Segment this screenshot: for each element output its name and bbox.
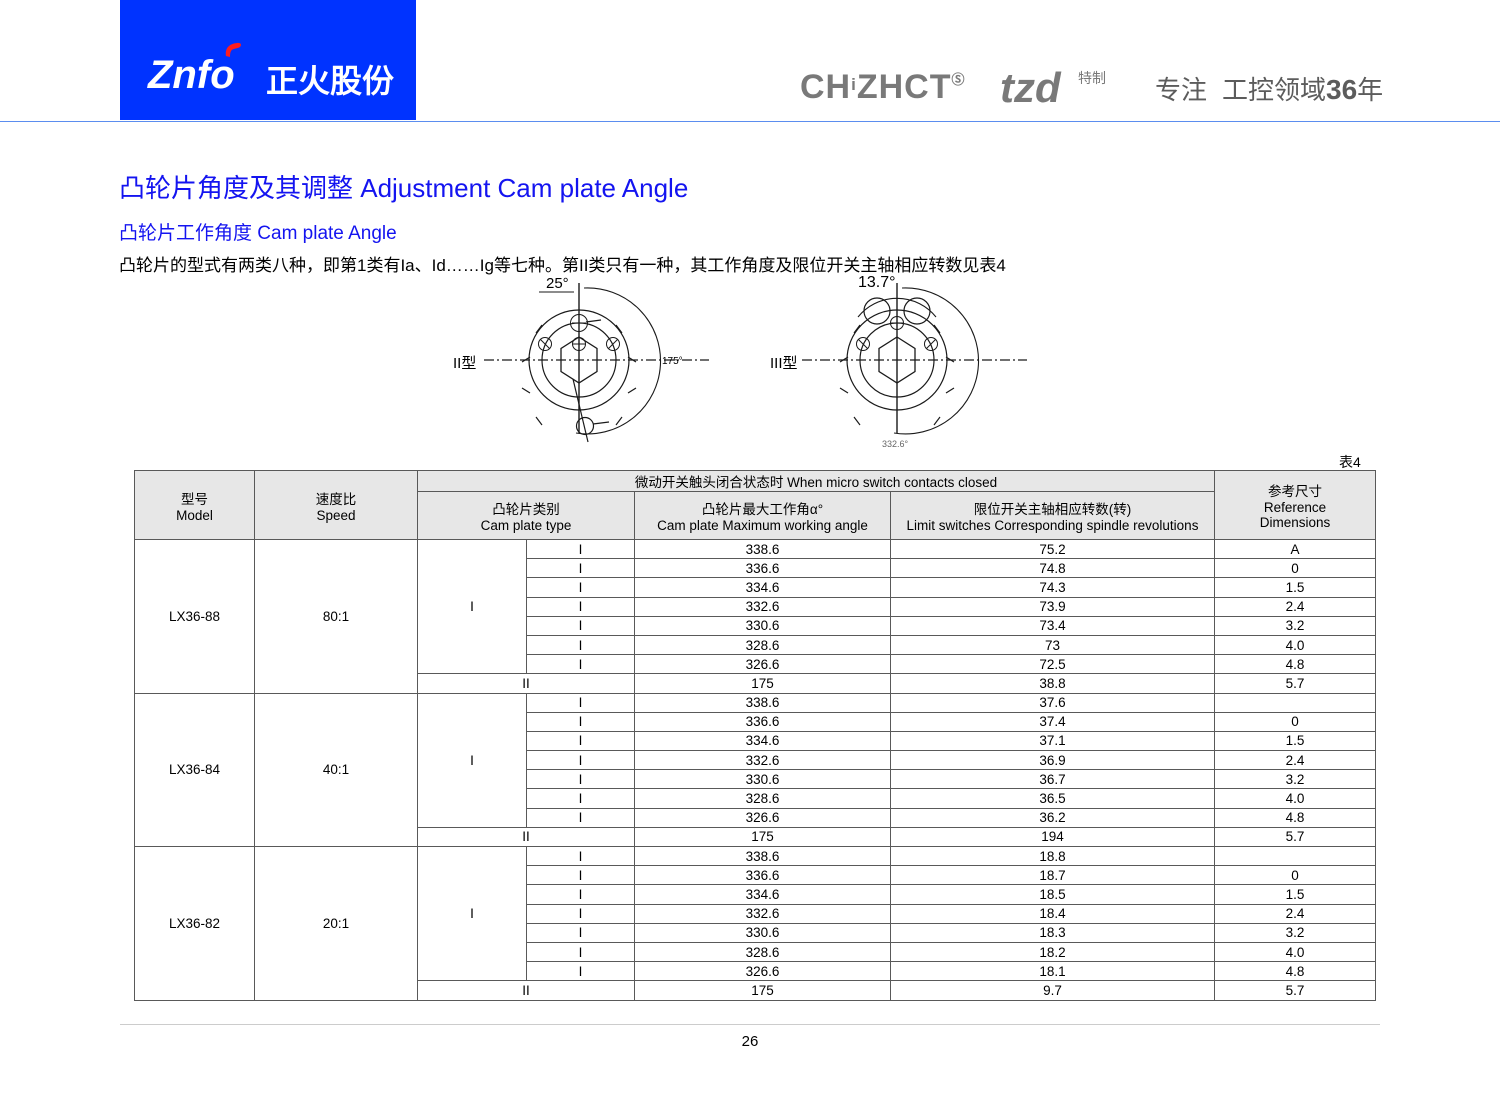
svg-text:332.6°: 332.6° [882,439,909,449]
svg-text:13.7°: 13.7° [858,274,896,291]
svg-text:25°: 25° [546,275,569,292]
svg-text:175°: 175° [662,356,683,367]
